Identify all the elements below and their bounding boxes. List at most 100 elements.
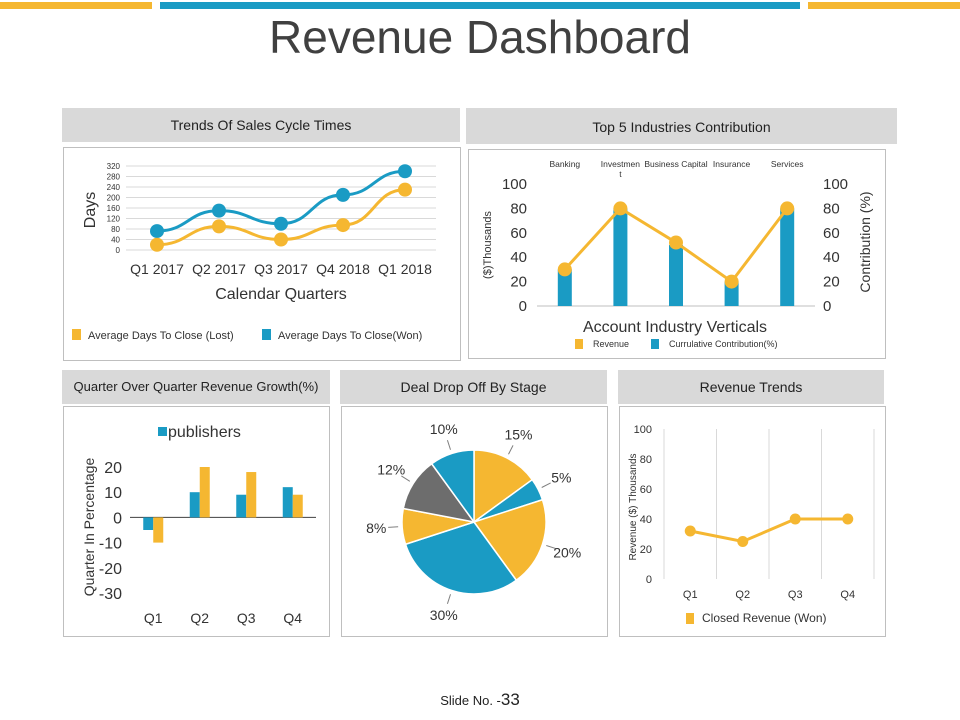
data-point — [398, 182, 412, 197]
category-label: Services — [771, 159, 804, 169]
pie-label: 5% — [551, 470, 571, 486]
legend-label: publishers — [168, 424, 241, 441]
y-tick-label: 200 — [107, 194, 121, 203]
x-tick-label: Q2 — [190, 610, 209, 626]
slide-number-label: Slide No. - — [440, 693, 501, 708]
pie-leader-line — [546, 545, 556, 550]
bar — [613, 208, 628, 306]
legend-label: Average Days To Close(Won) — [278, 330, 422, 342]
legend-swatch — [651, 339, 659, 349]
data-point — [398, 164, 412, 179]
y-tick-label: 0 — [113, 510, 122, 527]
pie-leader-line — [541, 482, 551, 488]
y-axis-title-right: Contribution (%) — [857, 191, 873, 292]
y-tick-label-right: 80 — [823, 200, 840, 217]
data-point — [669, 235, 683, 250]
x-axis-title: Calendar Quarters — [215, 286, 347, 303]
chart-revenue-trends: 0 20 40 60 80 100 Q1 Q2 Q3 Q4 Revenue ($) Thousand… — [628, 424, 875, 625]
legend-swatch — [158, 427, 167, 436]
y-tick-label: 80 — [640, 454, 652, 466]
pie-label: 20% — [553, 544, 581, 560]
legend-label: Average Days To Close (Lost) — [88, 330, 234, 342]
data-point — [150, 224, 164, 239]
data-point — [150, 237, 164, 252]
pie-leader-line — [401, 475, 411, 482]
y-tick-label: 40 — [640, 514, 652, 526]
legend-swatch — [262, 329, 271, 340]
pie-label: 8% — [366, 520, 386, 536]
header-industries: Top 5 Industries Contribution — [466, 108, 897, 144]
y-tick-label: 60 — [640, 484, 652, 496]
category-label: Banking — [549, 159, 580, 169]
y-axis-title: Revenue ($) Thousands — [628, 453, 639, 560]
y-tick-label: 0 — [116, 246, 121, 255]
y-tick-label-left: 40 — [510, 249, 527, 266]
bar — [724, 281, 739, 306]
top-accent-bar-center — [160, 2, 800, 9]
legend-swatch — [575, 339, 583, 349]
top-accent-bar-right — [808, 2, 960, 9]
bar — [292, 494, 303, 518]
pie-leader-line — [446, 594, 451, 604]
y-tick-label: 120 — [107, 215, 121, 224]
pie-slice — [404, 521, 518, 595]
y-tick-label: 20 — [104, 460, 122, 477]
y-tick-label-right: 40 — [823, 249, 840, 266]
pie-leader-line — [388, 526, 399, 528]
y-axis-title-left: ($)Thousands — [482, 211, 494, 279]
pie-label: 30% — [430, 607, 458, 623]
y-tick-label: 40 — [111, 236, 120, 245]
y-tick-label: 20 — [640, 544, 652, 556]
y-tick-label: 160 — [107, 204, 121, 213]
pie-leader-line — [446, 440, 451, 450]
data-point — [557, 262, 572, 277]
data-point — [842, 513, 854, 525]
page-title: Revenue Dashboard — [269, 11, 691, 63]
y-tick-label-left: 60 — [510, 225, 527, 242]
x-tick-label: Q3 — [237, 610, 256, 626]
panel-drop-off: 15% 5% 20% 30% 8% 12% 10% — [341, 406, 608, 637]
panel-revenue-trends: 0 20 40 60 80 100 Q1 Q2 Q3 Q4 Revenue ($) Thousand… — [619, 406, 886, 637]
pie-label: 10% — [430, 421, 458, 437]
y-tick-label: 320 — [107, 162, 121, 171]
y-tick-label-right: 20 — [823, 274, 840, 291]
y-tick-label-right: 100 — [823, 176, 848, 193]
x-tick-label: Q2 2017 — [192, 261, 246, 277]
bar — [557, 269, 572, 306]
y-tick-label-left: 0 — [519, 298, 527, 315]
header-qoq-growth: Quarter Over Quarter Revenue Growth(%) — [62, 370, 330, 404]
bar — [189, 492, 200, 518]
bar — [282, 487, 293, 518]
category-label: t — [619, 169, 622, 179]
x-tick-label: Q2 — [735, 589, 750, 601]
legend-swatch — [686, 613, 694, 624]
panel-industries: 0 0 20 20 40 40 60 60 80 80 100 100 Banking Investmen… — [468, 149, 886, 359]
bar — [143, 517, 154, 530]
pie-slice — [473, 449, 534, 524]
bar — [246, 472, 257, 518]
header-drop-off: Deal Drop Off By Stage — [340, 370, 607, 404]
y-tick-label-left: 100 — [502, 176, 527, 193]
data-point — [336, 187, 350, 202]
slide-number-value: 33 — [500, 690, 520, 709]
pie-label: 12% — [377, 461, 405, 477]
x-tick-label: Q4 — [840, 589, 855, 601]
y-tick-label: 80 — [111, 225, 120, 234]
pie-leader-line — [508, 445, 514, 455]
data-point — [212, 203, 226, 218]
y-tick-label-right: 60 — [823, 225, 840, 242]
x-tick-label: Q1 — [144, 610, 163, 626]
y-tick-label: 0 — [646, 574, 652, 586]
panel-sales-cycle: 0 40 80 120 160 200 240 280 320 Q1 2017 Q2 2017 Q3 … — [63, 147, 461, 361]
legend-label: Revenue — [593, 339, 629, 349]
x-tick-label: Q1 2017 — [130, 261, 184, 277]
data-point — [684, 525, 696, 537]
panel-qoq-growth: -30 -20 -10 0 10 20 Q1 Q2 Q3 Q4 Quarter In Percent… — [63, 406, 330, 637]
bar — [669, 245, 683, 306]
header-sales-cycle: Trends Of Sales Cycle Times — [62, 108, 460, 142]
series-line — [689, 517, 848, 544]
y-axis-title: Days — [82, 192, 99, 228]
data-point — [212, 219, 226, 234]
y-tick-label-left: 20 — [510, 274, 527, 291]
slide-number: Slide No. -33 — [0, 690, 960, 710]
